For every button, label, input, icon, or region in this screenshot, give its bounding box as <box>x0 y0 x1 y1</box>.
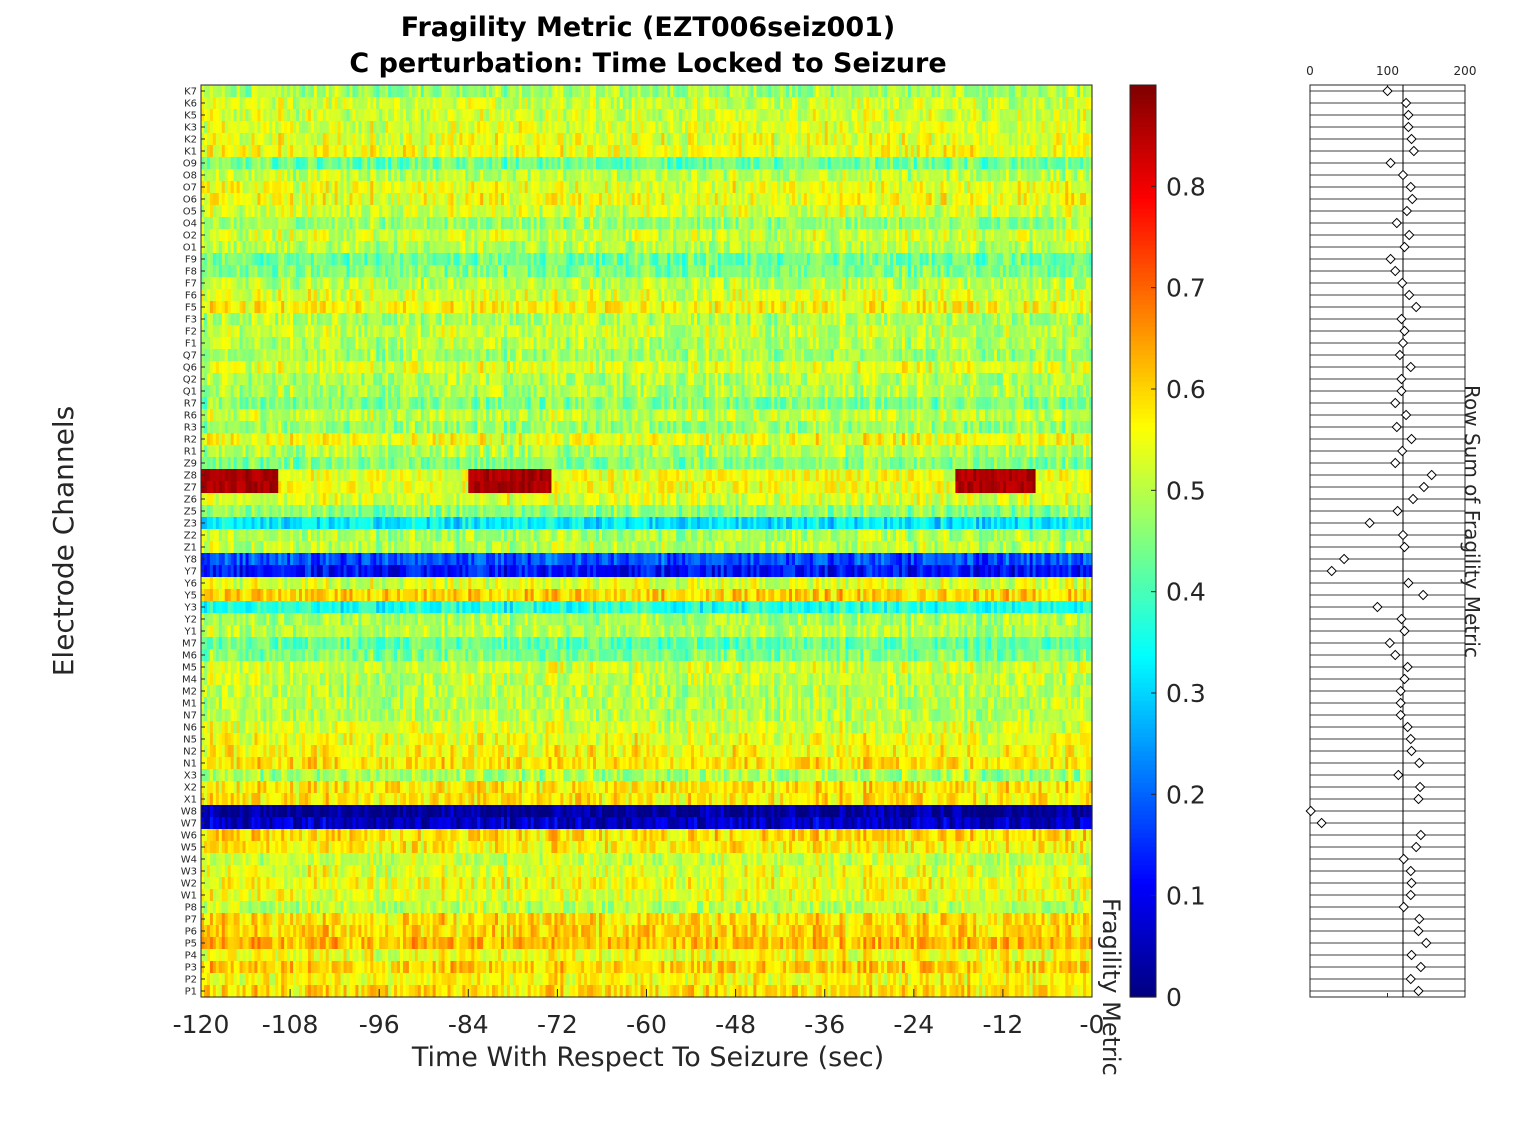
heatmap-row <box>201 229 1093 242</box>
heatmap-row <box>201 217 1093 230</box>
y-axis-label: Electrode Channels <box>47 406 80 677</box>
heatmap-row <box>201 133 1093 146</box>
heatmap-row <box>201 265 1093 278</box>
chart-subtitle: C perturbation: Time Locked to Seizure <box>349 48 946 79</box>
x-axis-label: Time With Respect To Seizure (sec) <box>411 1042 884 1073</box>
heatmap-row <box>201 253 1093 266</box>
heatmap-row <box>201 157 1093 170</box>
chart-title: Fragility Metric (EZT006seiz001) <box>401 12 896 43</box>
heatmap-row <box>201 145 1093 158</box>
heatmap-row <box>201 85 1093 98</box>
heatmap-row <box>201 193 1093 206</box>
chart-title-group: Fragility Metric (EZT006seiz001) C pertu… <box>349 12 946 79</box>
heatmap-row <box>201 97 1093 110</box>
heatmap-row <box>201 241 1093 254</box>
heatmap-row <box>201 277 1093 290</box>
heatmap-row <box>201 169 1093 182</box>
heatmap-row <box>201 181 1093 194</box>
heatmap-row <box>201 121 1093 134</box>
heatmap-row <box>201 205 1093 218</box>
heatmap-row <box>201 109 1093 122</box>
heatmap-plot-area <box>201 85 1093 998</box>
